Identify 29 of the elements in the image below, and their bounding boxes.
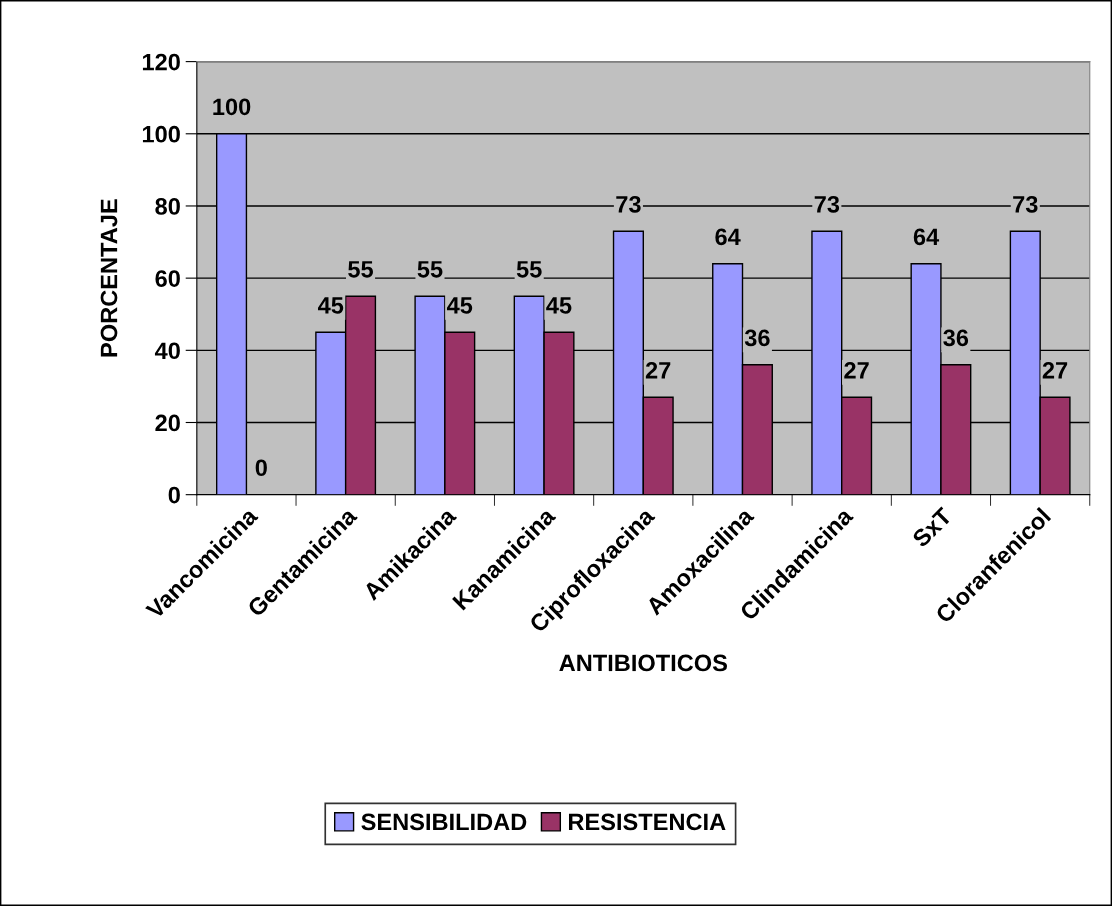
y-tick-label: 0 (168, 486, 180, 504)
data-label: 36 (744, 329, 770, 347)
data-label: 45 (317, 297, 344, 314)
data-label: 55 (516, 261, 542, 278)
y-tick-label: 100 (142, 125, 180, 143)
legend-label: RESISTENCIA (568, 813, 726, 831)
data-label: 64 (715, 228, 741, 246)
data-label: 27 (645, 361, 671, 379)
y-tick-label: 20 (155, 414, 180, 432)
data-label: 55 (348, 261, 373, 278)
data-label: 45 (446, 297, 473, 314)
data-label: 73 (616, 195, 641, 213)
data-label: 73 (814, 195, 840, 213)
y-axis-title: PORCENTAJE (100, 199, 118, 357)
data-label: 27 (844, 361, 869, 379)
data-label: 73 (1013, 195, 1038, 213)
data-label: 27 (1042, 361, 1068, 379)
y-tick-label: 60 (155, 270, 180, 287)
data-label: 0 (255, 459, 267, 477)
x-axis-title: ANTIBIOTICOS (559, 654, 727, 672)
data-label: 64 (913, 228, 940, 246)
y-tick-label: 120 (142, 53, 180, 71)
legend-label: SENSIBILIDAD (361, 813, 527, 831)
y-tick-label: 40 (154, 342, 180, 360)
data-label: 36 (943, 329, 969, 347)
y-tick-label: 80 (155, 198, 180, 215)
data-label: 100 (213, 98, 251, 116)
data-label: 55 (417, 261, 443, 278)
data-label: 45 (546, 297, 572, 314)
